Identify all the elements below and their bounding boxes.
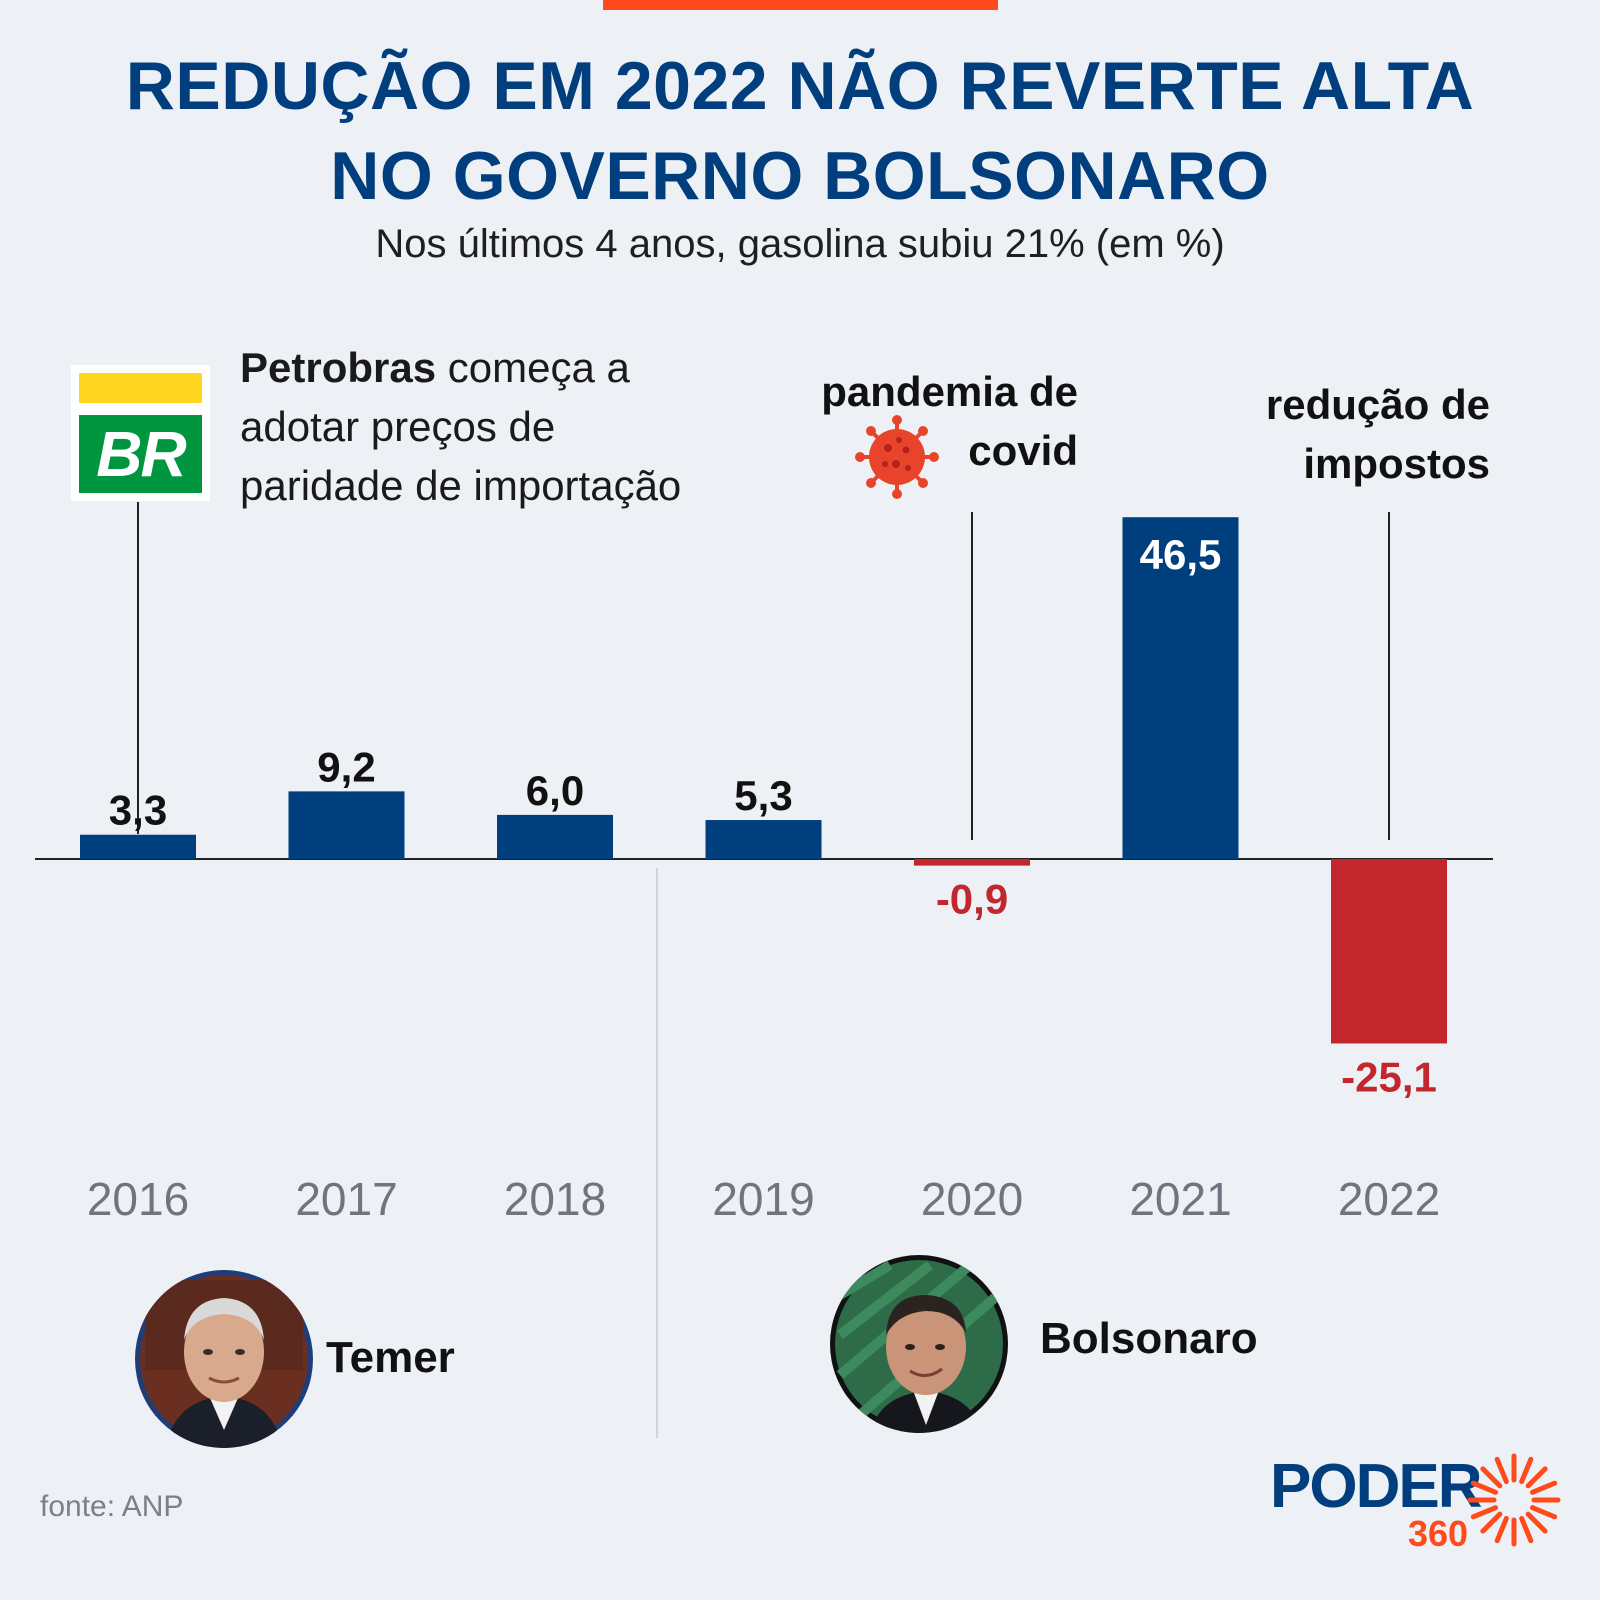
annotation-tax-line-1: redução de [1265,381,1490,428]
annotation-petrobras-rest: começa a [436,344,630,391]
temer-portrait-icon [140,1275,308,1448]
annotation-petrobras-line-2: adotar preços de [240,403,556,450]
title-line-1: REDUÇÃO EM 2022 NÃO REVERTE ALTA [125,48,1475,124]
temer-label: Temer [326,1333,455,1382]
value-label-2016: 3,3 [109,787,167,834]
x-tick-label-2018: 2018 [503,1173,607,1225]
bolsonaro-portrait-icon [835,1260,1003,1433]
petrobras-logo: BR [71,365,210,501]
sun-icon [1467,1453,1561,1547]
bar-2019 [705,820,822,859]
poder360-logo: PODER 360 [1270,1452,1570,1562]
bolsonaro-avatar [830,1255,1008,1433]
value-label-2018: 6,0 [526,767,584,814]
x-tick-label-2019: 2019 [712,1173,815,1225]
source-note: fonte: ANP [40,1490,184,1523]
x-tick-label-2016: 2016 [86,1173,190,1225]
poder360-logo-number: 360 [1408,1513,1469,1554]
temer-avatar [135,1270,313,1448]
bar-2021 [1122,517,1239,859]
value-label-2020: -0,9 [936,876,1008,923]
value-label-2021: 46,5 [1140,531,1222,578]
annotation-petrobras-bold: Petrobras [240,344,437,391]
annotation-covid-line-2: covid [968,427,1078,474]
annotation-covid-line-1: pandemia de [821,368,1078,415]
virus-icon [855,415,939,499]
value-label-2022: -25,1 [1341,1053,1437,1100]
x-tick-label-2022: 2022 [1337,1173,1441,1225]
x-tick-label-2021: 2021 [1129,1173,1232,1225]
bar-2020 [914,859,1030,866]
poder360-logo-wordmark: PODER [1270,1452,1482,1521]
subtitle: Nos últimos 4 anos, gasolina subiu 21% (… [375,222,1225,266]
annotation-petrobras: Petrobras começa a adotar preços de pari… [240,338,681,515]
annotation-tax-line-2: impostos [1303,440,1490,487]
bolsonaro-label: Bolsonaro [1040,1314,1258,1363]
annotation-petrobras-line-3: paridade de importação [240,462,682,509]
value-label-2019: 5,3 [734,772,792,819]
annotation-tax-cut: redução de impostos [1180,375,1490,493]
petrobras-logo-text: BR [96,418,186,490]
petrobras-logo-yellow-band [79,373,202,403]
bar-2018 [497,814,613,859]
bar-2017 [288,791,405,859]
bar-2022 [1331,859,1447,1044]
title-line-2: NO GOVERNO BOLSONARO [330,138,1270,214]
annotation-petrobras-line-1: Petrobras começa a [240,338,681,397]
petrobras-logo-green-block: BR [79,415,202,493]
bar-2016 [80,834,196,859]
accent-bar [603,0,998,10]
value-label-2017: 9,2 [317,743,375,790]
x-tick-label-2020: 2020 [920,1173,1024,1225]
annotation-covid: pandemia de covid [760,362,1078,480]
government-divider [656,868,658,1438]
x-tick-label-2017: 2017 [295,1173,398,1225]
